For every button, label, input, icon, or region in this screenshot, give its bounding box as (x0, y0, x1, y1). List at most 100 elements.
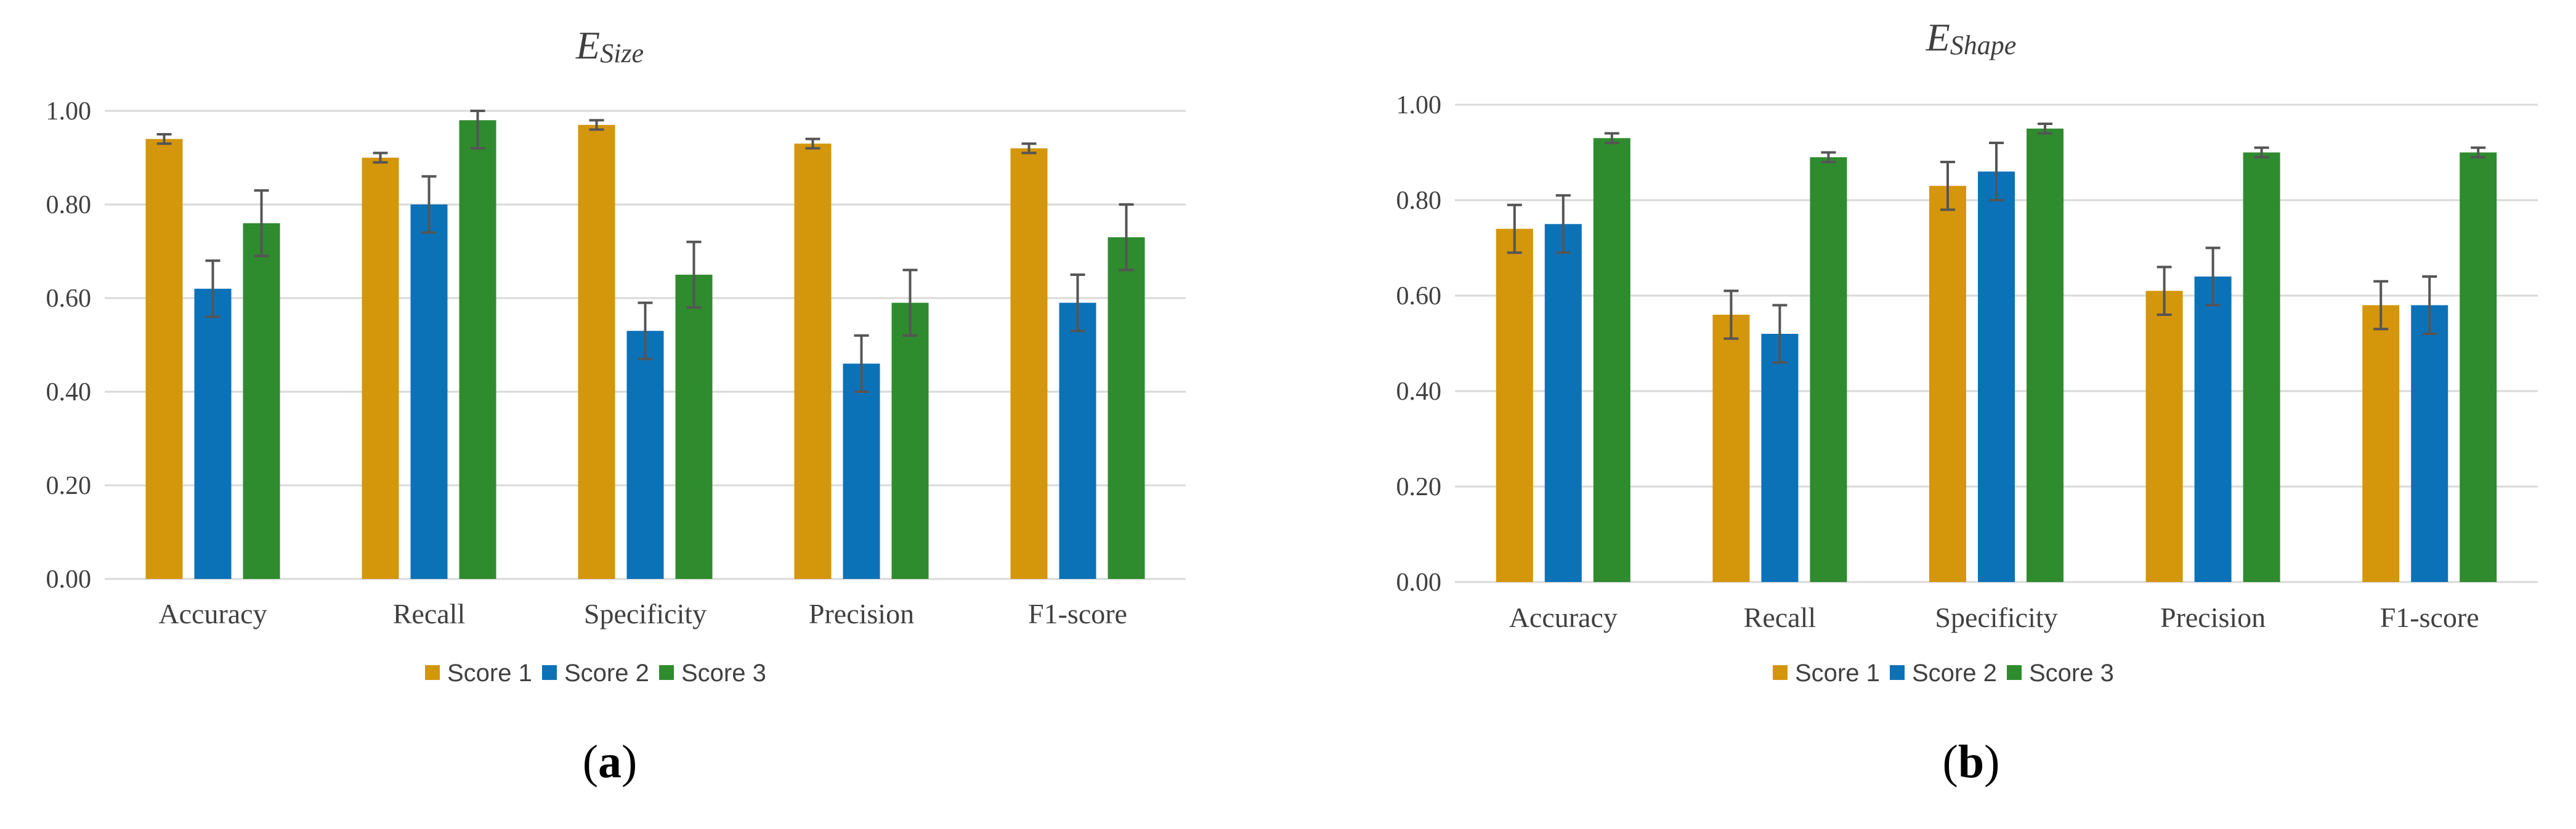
bar-score-1-specificity (578, 124, 615, 580)
error-bar (589, 119, 604, 131)
x-tick-label: Precision (809, 598, 914, 629)
legend-label: Score 1 (1795, 660, 1880, 687)
error-bar (1821, 151, 1836, 163)
y-tick-label: 0.40 (46, 378, 92, 406)
error-bar (1772, 304, 1788, 364)
bar-score-2-specificity (626, 331, 664, 579)
y-tick-label: 0.60 (1396, 282, 1442, 310)
x-tick-label: Specificity (1935, 602, 2057, 633)
bar-score-3-precision (891, 302, 929, 579)
y-tick-label: 0.20 (46, 472, 92, 500)
legend-label: Score 2 (1912, 660, 1997, 687)
error-bar (2373, 280, 2389, 331)
y-tick-label: 0.60 (46, 285, 92, 313)
error-bar (373, 152, 388, 164)
error-bar (2471, 146, 2486, 159)
legend-swatch (542, 665, 557, 680)
bar-score-2-precision (2194, 277, 2232, 582)
x-tick-label: Recall (1744, 602, 1817, 633)
error-bar (156, 133, 172, 145)
bar-score-3-f1-score (2460, 152, 2497, 582)
chart-title-main: E (575, 23, 600, 67)
error-bar (470, 110, 485, 150)
bar-score-2-precision (843, 363, 880, 579)
bar-score-2-recall (1761, 334, 1799, 582)
bar-score-2-specificity (1978, 171, 2015, 582)
bar-score-3-accuracy (1593, 138, 1630, 582)
bar-score-3-specificity (2027, 128, 2064, 582)
bar-score-1-f1-score (2362, 305, 2400, 582)
legend-label: Score 3 (2029, 660, 2114, 687)
bar-score-1-specificity (1929, 185, 1966, 582)
error-bar (902, 269, 918, 337)
panel-label: (a) (583, 736, 638, 788)
legend-label: Score 1 (447, 660, 532, 687)
bar-score-2-accuracy (194, 288, 232, 579)
bar-score-1-accuracy (145, 139, 183, 580)
x-tick-label: Specificity (584, 598, 707, 629)
error-bar (1021, 142, 1037, 155)
panel-label: (b) (1943, 736, 2000, 788)
legend-swatch (2007, 665, 2022, 680)
bar-score-1-precision (794, 144, 832, 579)
bar-score-2-recall (410, 204, 448, 579)
error-bar (1723, 289, 1739, 340)
bar-score-3-precision (2243, 152, 2280, 582)
y-tick-label: 0.80 (46, 191, 92, 219)
y-tick-label: 1.00 (1396, 91, 1442, 119)
error-bar (1507, 203, 1522, 254)
x-tick-label: F1-score (2380, 602, 2479, 633)
error-bar (686, 240, 702, 309)
x-tick-label: Accuracy (1509, 602, 1618, 633)
chart-title: EShape (1926, 15, 2017, 60)
error-bar (254, 189, 269, 257)
error-bar (2254, 146, 2269, 159)
error-bar (2422, 275, 2437, 335)
bar-score-1-f1-score (1010, 148, 1048, 580)
bar-score-1-accuracy (1496, 228, 1533, 582)
error-bar (205, 259, 221, 318)
bar-score-3-f1-score (1108, 237, 1145, 579)
chart-title-sub: Shape (1950, 30, 2017, 60)
legend-swatch (425, 665, 440, 680)
y-tick-label: 0.40 (1396, 378, 1442, 406)
y-tick-label: 0.00 (1396, 568, 1442, 597)
bar-score-3-recall (1810, 157, 1847, 582)
bar-score-3-specificity (675, 275, 713, 579)
chart-title-main: E (1926, 15, 1950, 59)
panel-letter: a (598, 736, 622, 788)
error-bar (421, 175, 437, 234)
bar-score-2-f1-score (1059, 302, 1096, 579)
panel-letter: b (1958, 736, 1984, 788)
x-tick-label: Precision (2160, 602, 2266, 633)
bar-score-3-recall (459, 120, 496, 579)
bar-score-3-accuracy (243, 223, 280, 579)
legend-swatch (1890, 665, 1905, 680)
error-bar (854, 334, 869, 393)
chart-title-sub: Size (600, 38, 644, 68)
y-tick-label: 1.00 (46, 97, 92, 126)
bar-score-2-accuracy (1544, 224, 1582, 582)
bar-score-1-recall (362, 158, 399, 579)
y-tick-label: 0.20 (1396, 473, 1442, 501)
error-bar (2038, 123, 2052, 135)
error-bar (1604, 132, 1619, 144)
bar-score-1-recall (1712, 315, 1750, 582)
y-tick-label: 0.00 (46, 565, 92, 594)
x-tick-label: Accuracy (158, 598, 267, 629)
bar-score-2-f1-score (2411, 305, 2448, 582)
y-tick-label: 0.80 (1396, 187, 1442, 215)
x-tick-label: F1-score (1028, 598, 1127, 629)
chart-size: ESize 0.00 0.20 0.40 0.60 0.80 1.00 Accuracy Rec… (46, 23, 1186, 788)
legend-swatch (659, 665, 674, 680)
error-bar (805, 137, 820, 150)
error-bar (1989, 142, 2004, 201)
chart-title: ESize (575, 23, 644, 68)
error-bar (2205, 246, 2221, 307)
error-bar (1940, 161, 1955, 211)
error-bar (1119, 203, 1134, 272)
x-tick-label: Recall (393, 598, 466, 629)
error-bar (1070, 273, 1085, 333)
legend-label: Score 3 (681, 660, 766, 687)
